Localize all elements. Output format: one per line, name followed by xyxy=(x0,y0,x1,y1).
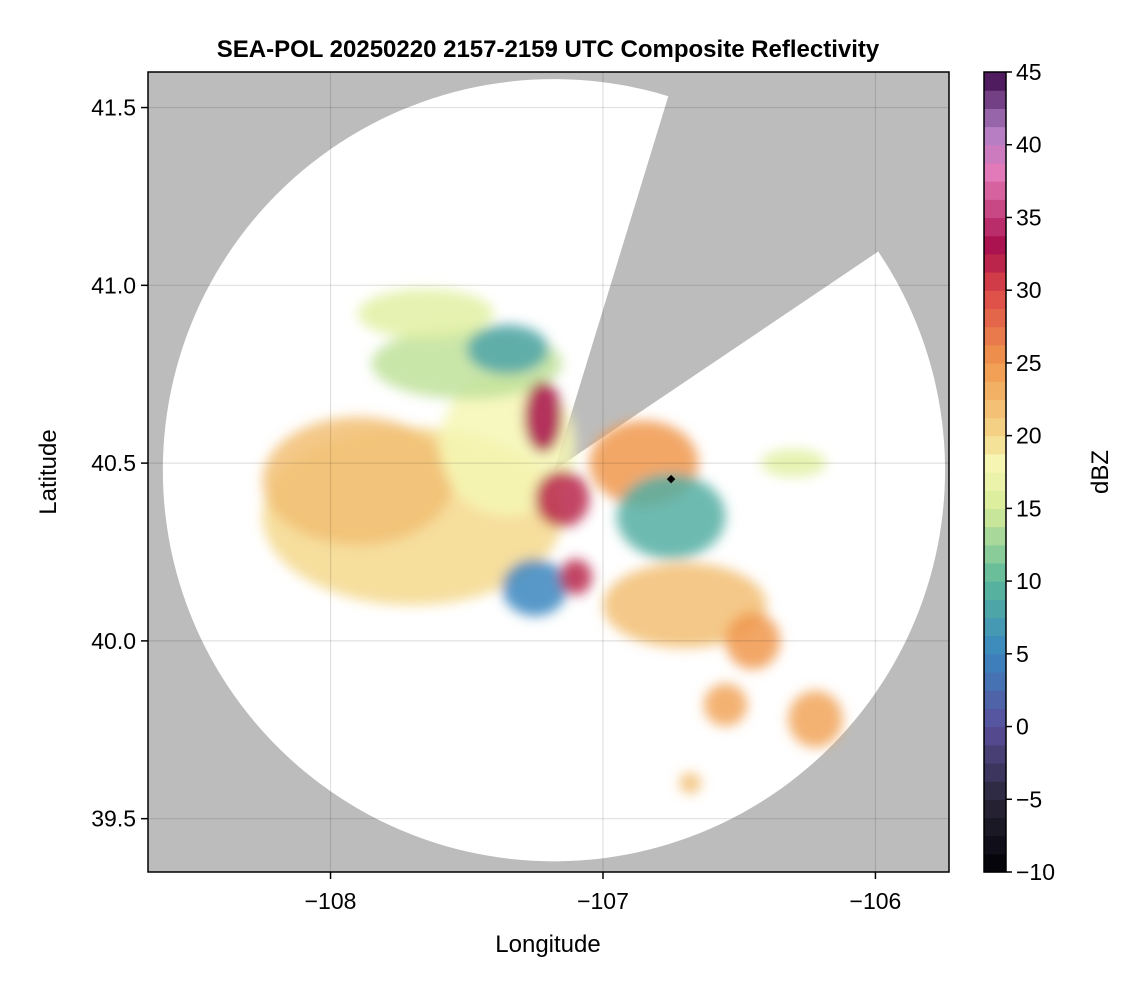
echo-region xyxy=(788,690,843,748)
echo-region xyxy=(502,559,568,616)
colorbar-band xyxy=(984,362,1006,382)
y-tick-label: 39.5 xyxy=(91,806,136,832)
colorbar-band xyxy=(984,217,1006,237)
colorbar-band xyxy=(984,144,1006,164)
echo-region xyxy=(679,772,702,794)
echo-region xyxy=(761,448,827,478)
colorbar-tick-label: 45 xyxy=(1016,59,1042,85)
colorbar-band xyxy=(984,599,1006,619)
colorbar-band xyxy=(984,544,1006,564)
colorbar-band xyxy=(984,290,1006,309)
colorbar-tick-label: 20 xyxy=(1016,423,1042,449)
colorbar-band xyxy=(984,508,1006,528)
colorbar-band xyxy=(984,108,1006,128)
colorbar-band xyxy=(984,726,1006,746)
colorbar-tick-label: −10 xyxy=(1016,859,1055,885)
colorbar-tick-label: 0 xyxy=(1016,714,1029,740)
colorbar-band xyxy=(984,781,1006,800)
colorbar: 45 40 35 30 25 20 15 10 5 0 −5 −10 xyxy=(983,59,1055,885)
colorbar-band xyxy=(984,453,1006,473)
y-tick-label: 40.5 xyxy=(91,450,136,476)
colorbar-tick-label: 40 xyxy=(1016,132,1042,158)
echo-layer xyxy=(262,288,843,794)
grid-lines xyxy=(148,72,949,872)
colorbar-frame xyxy=(983,71,1007,873)
colorbar-band xyxy=(984,199,1006,219)
colorbar-band xyxy=(984,253,1006,273)
colorbar-band xyxy=(984,835,1006,855)
plot-frame xyxy=(147,71,950,873)
colorbar-band xyxy=(984,526,1006,546)
colorbar-band xyxy=(984,381,1006,400)
colorbar-tick-label: 25 xyxy=(1016,350,1042,376)
echo-region xyxy=(559,559,593,595)
y-tick-label: 41.0 xyxy=(91,272,136,298)
colorbar-band xyxy=(984,272,1006,291)
colorbar-band xyxy=(984,672,1006,691)
echo-region xyxy=(466,324,549,375)
x-tick-label: −108 xyxy=(305,888,357,914)
colorbar-band xyxy=(984,235,1006,255)
colorbar-band xyxy=(984,472,1006,491)
colorbar-band xyxy=(984,162,1006,182)
y-tick-label: 40.0 xyxy=(91,628,136,654)
colorbar-band xyxy=(984,126,1006,146)
colorbar-band xyxy=(984,435,1006,455)
y-tick-label: 41.5 xyxy=(91,95,136,121)
x-axis-label: Longitude xyxy=(495,931,600,958)
colorbar-band xyxy=(984,653,1006,673)
colorbar-band xyxy=(984,562,1006,582)
colorbar-tick-label: 5 xyxy=(1016,641,1029,667)
colorbar-tick-label: −5 xyxy=(1016,786,1042,812)
colorbar-band xyxy=(984,344,1006,364)
x-tick-label: −107 xyxy=(577,888,629,914)
chart-title: SEA-POL 20250220 2157-2159 UTC Composite… xyxy=(217,36,880,63)
colorbar-band xyxy=(984,762,1006,782)
colorbar-band xyxy=(984,90,1006,109)
colorbar-band xyxy=(984,744,1006,764)
y-axis-label: Latitude xyxy=(35,429,62,514)
colorbar-band xyxy=(984,308,1006,328)
colorbar-band xyxy=(984,690,1006,709)
colorbar-tick-label: 15 xyxy=(1016,495,1042,521)
colorbar-band xyxy=(984,635,1006,655)
colorbar-band xyxy=(984,72,1006,91)
echo-region xyxy=(357,288,495,339)
colorbar-band xyxy=(984,581,1006,600)
colorbar-band xyxy=(984,417,1006,437)
colorbar-band xyxy=(984,326,1006,346)
colorbar-band xyxy=(984,799,1006,819)
colorbar-band xyxy=(984,490,1006,509)
echo-region xyxy=(262,416,454,545)
x-tick-label: −106 xyxy=(850,888,902,914)
colorbar-tick-label: 10 xyxy=(1016,568,1042,594)
colorbar-band xyxy=(984,181,1006,200)
colorbar-band xyxy=(984,708,1006,728)
echo-region xyxy=(602,562,767,648)
echo-region xyxy=(534,470,590,528)
y-axis: 39.5 40.0 40.5 41.0 41.5 xyxy=(91,95,148,832)
colorbar-band xyxy=(984,617,1006,637)
echo-region xyxy=(703,683,748,727)
colorbar-tick-label: 35 xyxy=(1016,204,1042,230)
colorbar-tick-label: 30 xyxy=(1016,277,1042,303)
echo-region xyxy=(523,381,563,453)
echo-region xyxy=(725,612,781,670)
echo-region xyxy=(616,473,726,560)
radar-site-marker xyxy=(666,474,676,484)
colorbar-band xyxy=(984,817,1006,837)
colorbar-band xyxy=(984,853,1006,873)
colorbar-band xyxy=(984,399,1006,419)
colorbar-label: dBZ xyxy=(1087,450,1114,494)
x-axis: −108 −107 −106 xyxy=(305,872,902,914)
